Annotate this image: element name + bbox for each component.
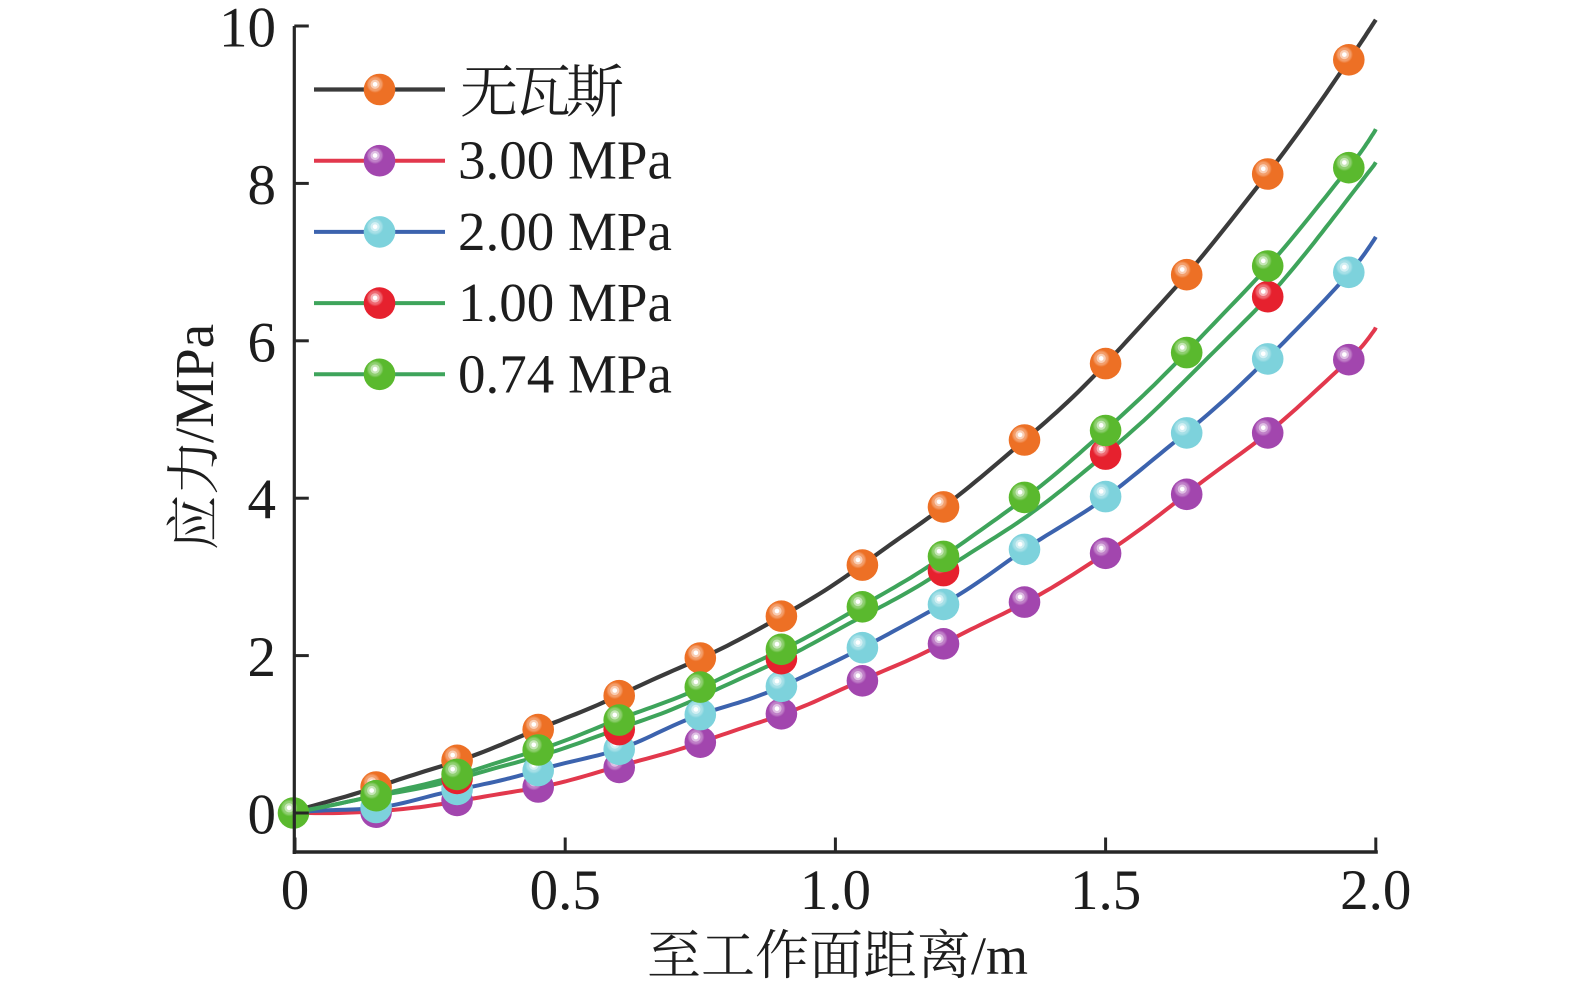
svg-text:4: 4 — [248, 469, 277, 532]
svg-text:2.00 MPa: 2.00 MPa — [458, 201, 672, 262]
svg-text:3.00 MPa: 3.00 MPa — [458, 130, 672, 191]
svg-text:1.0: 1.0 — [800, 859, 871, 922]
svg-text:2: 2 — [248, 626, 277, 689]
svg-text:0.74 MPa: 0.74 MPa — [458, 343, 672, 404]
svg-text:/m: /m — [971, 926, 1028, 986]
svg-text:0.5: 0.5 — [530, 859, 601, 922]
svg-text:0: 0 — [281, 859, 310, 922]
svg-text:1.5: 1.5 — [1070, 859, 1141, 922]
svg-text:0: 0 — [248, 784, 277, 847]
svg-text:8: 8 — [248, 154, 277, 217]
svg-text:/MPa: /MPa — [164, 324, 225, 443]
svg-text:10: 10 — [219, 0, 276, 60]
svg-text:6: 6 — [248, 311, 277, 374]
svg-text:2.0: 2.0 — [1340, 859, 1411, 922]
svg-text:1.00 MPa: 1.00 MPa — [458, 272, 672, 333]
